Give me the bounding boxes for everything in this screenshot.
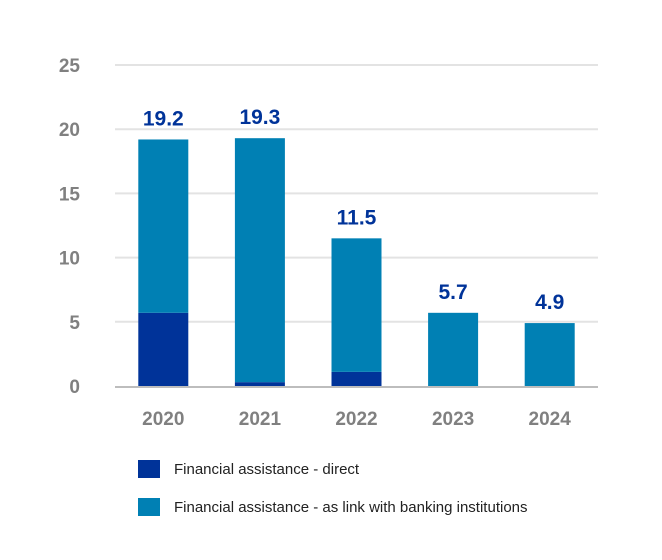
bar-segment-direct-2022	[331, 371, 382, 386]
legend-item-banking: Financial assistance - as link with bank…	[138, 498, 528, 516]
x-tick-label: 2021	[239, 409, 282, 430]
bar-segment-banking-2024	[524, 323, 575, 386]
legend-label-direct: Financial assistance - direct	[174, 460, 360, 478]
total-label-2023: 5.7	[438, 281, 467, 304]
y-tick-label: 20	[59, 120, 80, 141]
y-tick-label: 0	[69, 377, 80, 398]
bar-segment-banking-2023	[428, 312, 479, 386]
bar-segment-banking-2020	[138, 139, 189, 313]
y-tick-label: 10	[59, 249, 80, 270]
x-tick-label: 2022	[335, 409, 377, 430]
y-tick-label: 5	[69, 313, 80, 334]
x-tick-label: 2020	[142, 409, 184, 430]
x-tick-label: 2024	[529, 409, 572, 430]
legend-swatch-direct	[138, 460, 160, 478]
bar-segment-direct-2021	[234, 382, 285, 386]
legend-label-banking: Financial assistance - as link with bank…	[174, 498, 528, 516]
total-label-2022: 11.5	[337, 206, 377, 229]
legend-swatch-banking	[138, 498, 160, 516]
bar-segment-banking-2022	[331, 238, 382, 372]
x-tick-label: 2023	[432, 409, 474, 430]
stacked-bar-chart: 0 5 10 15 20 25 19.2 2020 19.3 2021 11.5 2022 5.7 202…	[59, 56, 598, 430]
total-label-2021: 19.3	[239, 106, 280, 129]
y-tick-label: 15	[59, 184, 81, 205]
total-label-2020: 19.2	[143, 107, 184, 130]
total-label-2024: 4.9	[535, 291, 564, 314]
y-tick-label: 25	[59, 56, 81, 77]
bar-segment-direct-2020	[138, 312, 189, 386]
bar-segment-banking-2021	[234, 138, 285, 383]
legend-item-direct: Financial assistance - direct	[138, 460, 359, 478]
